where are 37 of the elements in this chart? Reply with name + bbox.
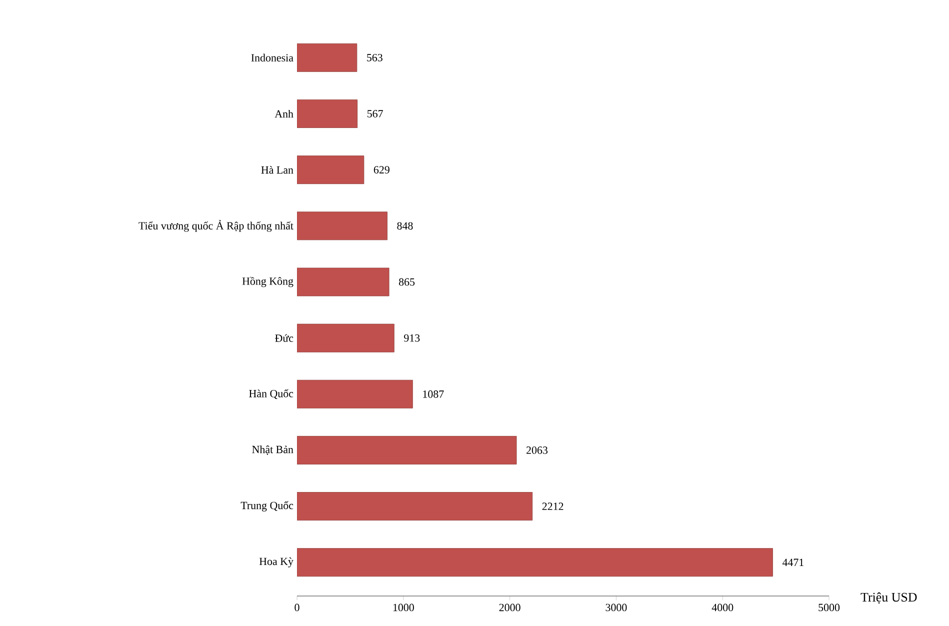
data-label: 848: [397, 222, 413, 230]
bar: [297, 43, 358, 72]
data-label: 865: [398, 278, 415, 286]
x-tick-label: 2000: [499, 604, 520, 612]
y-tick-label: Đức: [275, 334, 294, 342]
x-tick-label: 1000: [393, 604, 414, 612]
x-tick-label: 4000: [712, 604, 734, 612]
y-tick-label: Anh: [274, 110, 294, 118]
y-tick-label: Hoa Kỳ: [259, 557, 294, 568]
bar: [297, 380, 413, 408]
y-tick-label: Hồng Kông: [242, 276, 294, 288]
y-tick-label: Trung Quốc: [240, 501, 294, 512]
y-tick-label: Tiểu vương quốc Ả Rập thống nhất: [138, 220, 294, 232]
y-tick-label: Nhật Bản: [252, 445, 294, 455]
data-label: 1087: [423, 390, 444, 398]
bar: [297, 436, 517, 464]
y-tick-label: Hàn Quốc: [249, 389, 294, 399]
bar: [297, 212, 388, 240]
x-tick-label: 5000: [818, 604, 840, 612]
x-tick-label: 3000: [606, 604, 627, 612]
data-label: 629: [374, 166, 390, 174]
data-label: 2212: [542, 502, 564, 510]
data-label: 4471: [782, 558, 804, 566]
data-label: 913: [404, 334, 420, 342]
bar: [297, 548, 773, 577]
y-tick-label: Indonesia: [251, 54, 294, 62]
x-axis-title: Triệu USD: [860, 592, 917, 604]
data-label: 2063: [526, 446, 548, 454]
data-label: 567: [367, 110, 383, 118]
data-label: 563: [367, 54, 382, 62]
bar: [297, 324, 394, 352]
x-tick-label: 0: [294, 604, 300, 612]
bar: [297, 492, 533, 520]
y-tick-label: Hà Lan: [261, 166, 294, 174]
bar: [297, 156, 364, 184]
bar: [297, 100, 358, 128]
bar: [297, 268, 390, 296]
